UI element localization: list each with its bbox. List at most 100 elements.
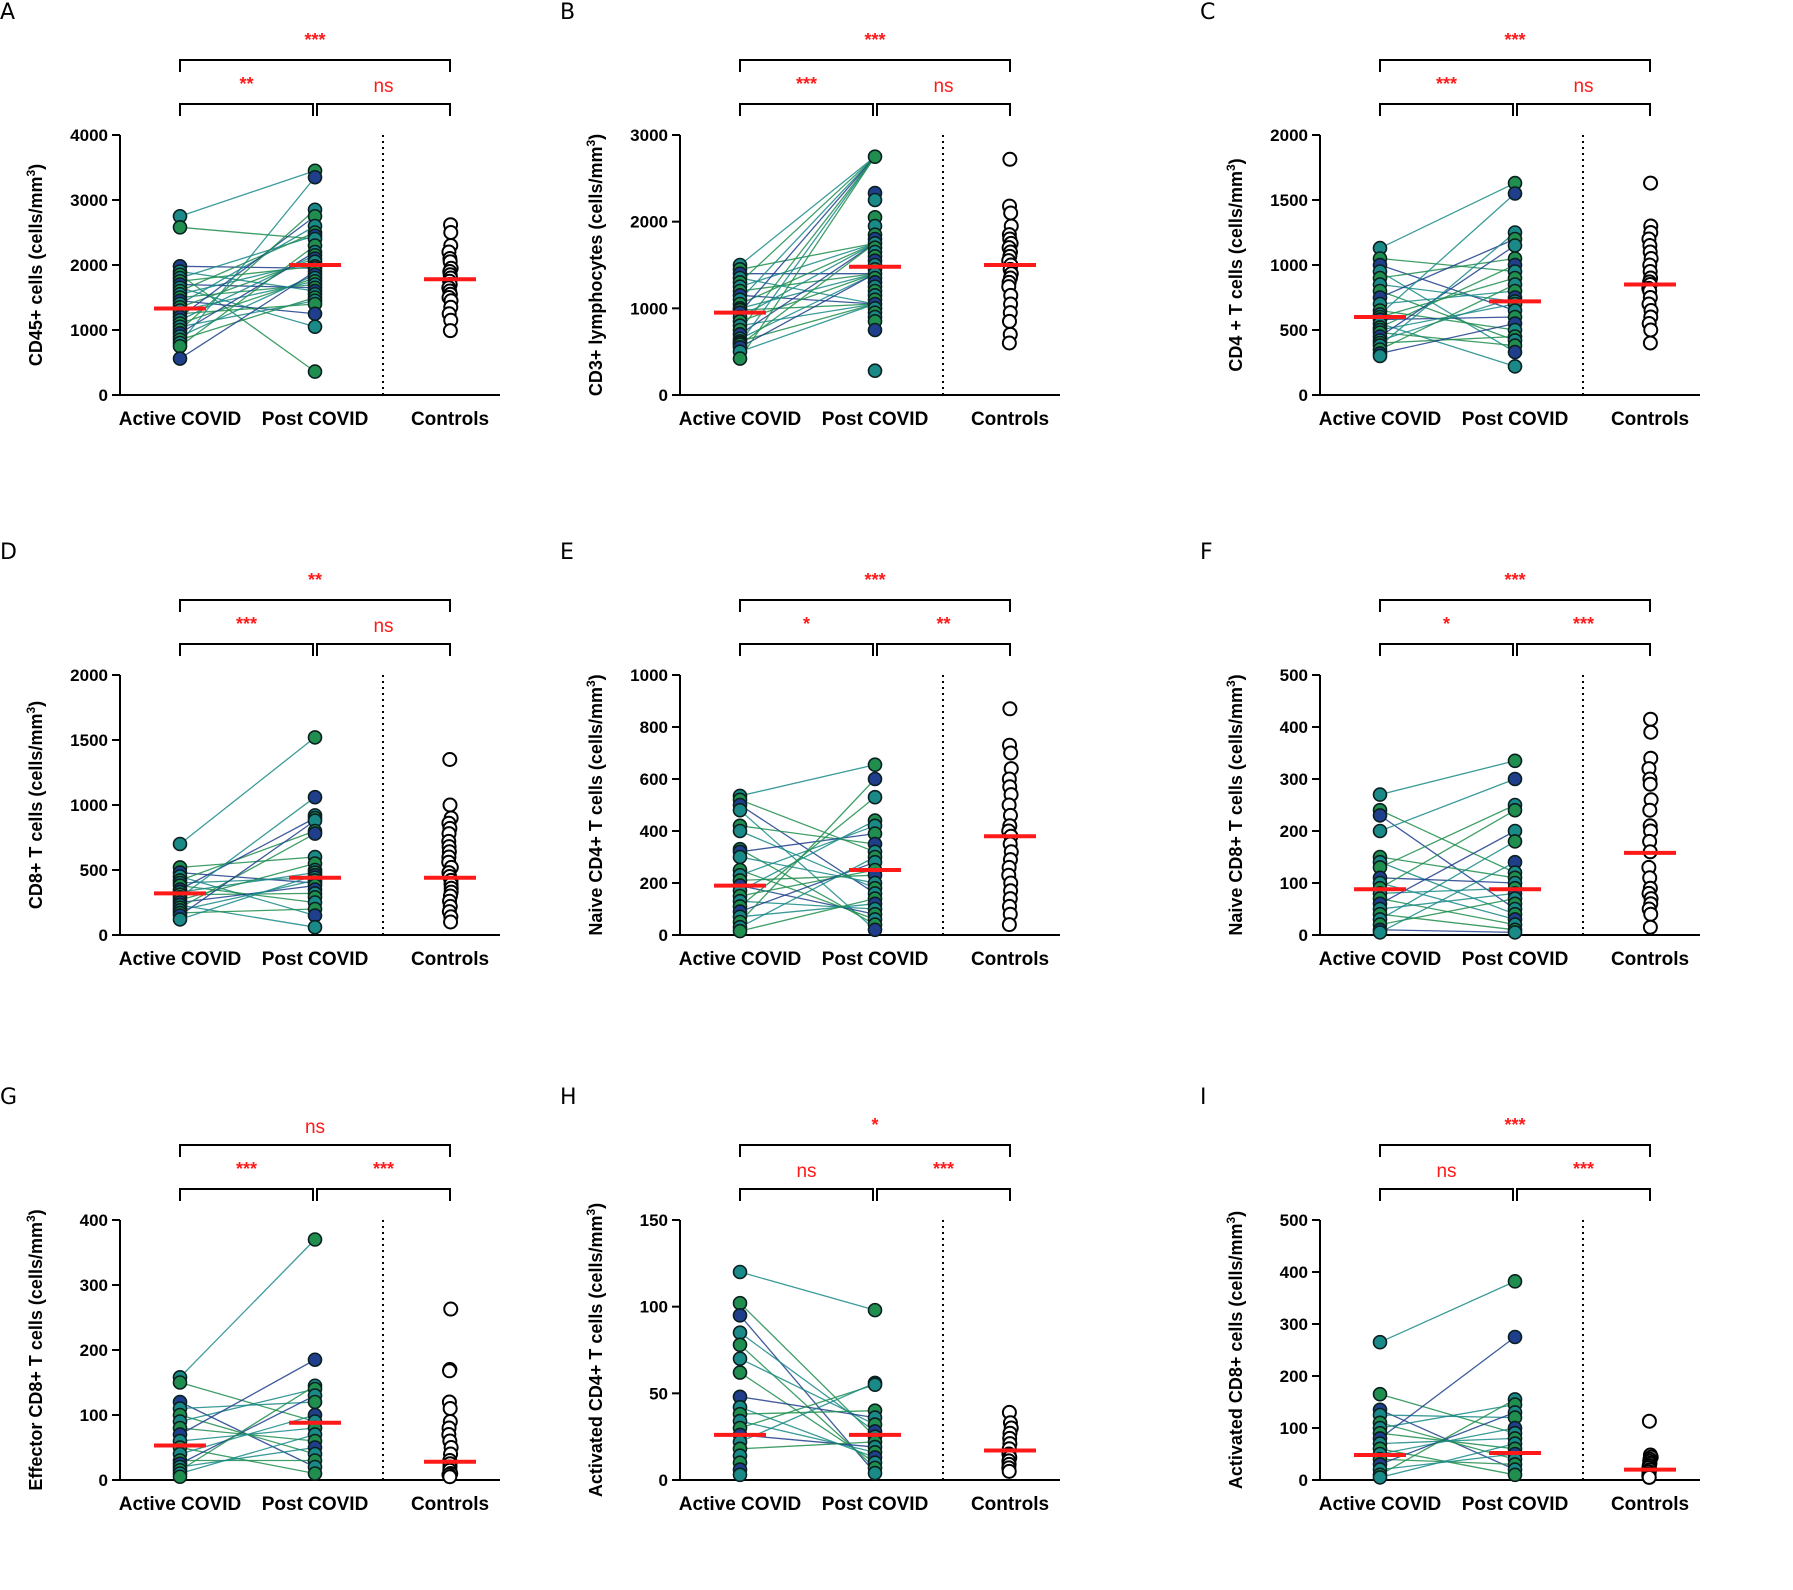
y-tick-label: 500 bbox=[1280, 1211, 1308, 1230]
x-category-label: Active COVID bbox=[119, 949, 241, 970]
paired-line bbox=[739, 1420, 876, 1453]
panel-letter: E bbox=[560, 540, 574, 565]
control-point bbox=[1002, 701, 1018, 717]
y-tick-label: 50 bbox=[649, 1384, 668, 1403]
y-tick-label: 200 bbox=[80, 1341, 108, 1360]
sig-bracket-top-label: * bbox=[871, 1115, 878, 1135]
paired-line bbox=[1379, 257, 1516, 273]
sig-bracket-right-label: *** bbox=[933, 1159, 954, 1179]
sig-bracket-right bbox=[316, 1188, 451, 1201]
paired-line bbox=[1379, 322, 1516, 355]
post-point bbox=[867, 192, 883, 208]
active-point bbox=[172, 351, 188, 366]
chart-h: 0 50 100 150 Activated CD4+ T cells (cells/m… bbox=[584, 1115, 1060, 1515]
active-point bbox=[172, 338, 188, 354]
y-tick-label: 2000 bbox=[630, 213, 668, 232]
paired-line bbox=[179, 231, 316, 292]
paired-line bbox=[739, 778, 876, 923]
sig-bracket-right-label: *** bbox=[1573, 1159, 1594, 1179]
paired-line bbox=[739, 869, 876, 897]
y-tick-label: 400 bbox=[1280, 1263, 1308, 1282]
paired-line bbox=[739, 1384, 876, 1429]
y-tick-label: 100 bbox=[640, 1298, 668, 1317]
paired-line bbox=[179, 817, 316, 891]
panel-letter: D bbox=[0, 540, 17, 565]
post-point bbox=[307, 826, 323, 841]
post-point bbox=[867, 1377, 883, 1392]
chart-g: 0 100 200 300 400 Effector CD8+ T cells (cell… bbox=[24, 1117, 500, 1515]
paired-line bbox=[179, 270, 316, 360]
paired-line bbox=[179, 244, 316, 347]
paired-line bbox=[739, 156, 876, 266]
control-point bbox=[1642, 776, 1658, 792]
sig-bracket-top-label: *** bbox=[864, 570, 885, 590]
paired-line bbox=[739, 832, 876, 853]
x-category-label: Controls bbox=[411, 409, 489, 430]
panel-letter: H bbox=[560, 1085, 577, 1110]
paired-line bbox=[1379, 861, 1516, 915]
paired-line bbox=[739, 273, 876, 348]
y-tick-label: 300 bbox=[1280, 770, 1308, 789]
y-tick-label: 0 bbox=[1299, 1471, 1308, 1490]
sig-bracket-left-label: * bbox=[803, 614, 810, 634]
sig-bracket-top-label: *** bbox=[1504, 30, 1525, 50]
y-tick-label: 200 bbox=[1280, 1367, 1308, 1386]
sig-bracket-left bbox=[739, 103, 874, 116]
paired-line bbox=[1379, 283, 1516, 351]
chart-e: 0 200 400 600 800 1000 Naive CD4+ T cells (cel… bbox=[584, 570, 1060, 970]
active-point bbox=[732, 849, 748, 865]
y-tick-label: 0 bbox=[99, 386, 108, 405]
x-category-label: Active COVID bbox=[679, 949, 801, 970]
control-point bbox=[1643, 906, 1659, 922]
paired-line bbox=[179, 796, 316, 898]
sig-bracket-right bbox=[316, 103, 451, 116]
sig-bracket-top bbox=[739, 599, 1011, 612]
control-point bbox=[1643, 322, 1659, 338]
paired-line bbox=[739, 820, 876, 892]
sig-bracket-top-label: ns bbox=[305, 1117, 325, 1138]
x-category-label: Controls bbox=[1611, 949, 1689, 970]
sig-bracket-left bbox=[739, 643, 874, 656]
x-category-label: Post COVID bbox=[822, 1494, 929, 1515]
sig-bracket-left bbox=[1379, 1188, 1514, 1201]
panel-d: D 0 500 1000 1500 2000 CD8+ T cells (cells/mm… bbox=[0, 540, 560, 1040]
panel-letter: F bbox=[1200, 540, 1213, 565]
paired-line bbox=[739, 242, 876, 288]
paired-line bbox=[1379, 814, 1516, 910]
post-point bbox=[307, 1466, 323, 1481]
y-tick-label: 0 bbox=[99, 926, 108, 945]
active-point bbox=[732, 1264, 748, 1280]
y-tick-label: 500 bbox=[1280, 666, 1308, 685]
paired-line bbox=[179, 235, 316, 279]
paired-line bbox=[1379, 913, 1516, 931]
control-point bbox=[1641, 1413, 1657, 1429]
control-point bbox=[1001, 917, 1017, 933]
control-point bbox=[443, 1301, 459, 1317]
sig-bracket-left-label: *** bbox=[1436, 74, 1457, 94]
y-axis-title: Activated CD4+ T cells (cells/mm3) bbox=[584, 1203, 606, 1497]
post-point bbox=[1507, 925, 1523, 940]
sig-bracket-left bbox=[1379, 103, 1514, 116]
paired-line bbox=[739, 156, 876, 283]
sig-bracket-top bbox=[179, 599, 451, 612]
post-point bbox=[867, 1302, 883, 1318]
paired-line bbox=[739, 1382, 876, 1443]
y-tick-label: 3000 bbox=[630, 126, 668, 145]
sig-bracket-right-label: ns bbox=[373, 76, 393, 97]
x-category-label: Post COVID bbox=[1462, 949, 1569, 970]
y-tick-label: 1000 bbox=[70, 796, 108, 815]
paired-line bbox=[1379, 760, 1516, 796]
sig-bracket-right-label: *** bbox=[1573, 614, 1594, 634]
paired-line bbox=[739, 856, 876, 884]
post-point bbox=[867, 789, 883, 805]
active-point bbox=[172, 912, 188, 927]
y-tick-label: 400 bbox=[640, 822, 668, 841]
sig-bracket-right-label: ns bbox=[1573, 76, 1593, 97]
panel-a: A 0 1000 2000 3000 4000 CD45+ cells (cells/mm… bbox=[0, 0, 560, 500]
active-point bbox=[172, 1375, 188, 1390]
active-point bbox=[1372, 787, 1388, 802]
sig-bracket-right bbox=[1516, 643, 1651, 656]
x-category-label: Active COVID bbox=[1319, 409, 1441, 430]
active-point bbox=[732, 1467, 748, 1483]
paired-line bbox=[179, 1394, 316, 1465]
